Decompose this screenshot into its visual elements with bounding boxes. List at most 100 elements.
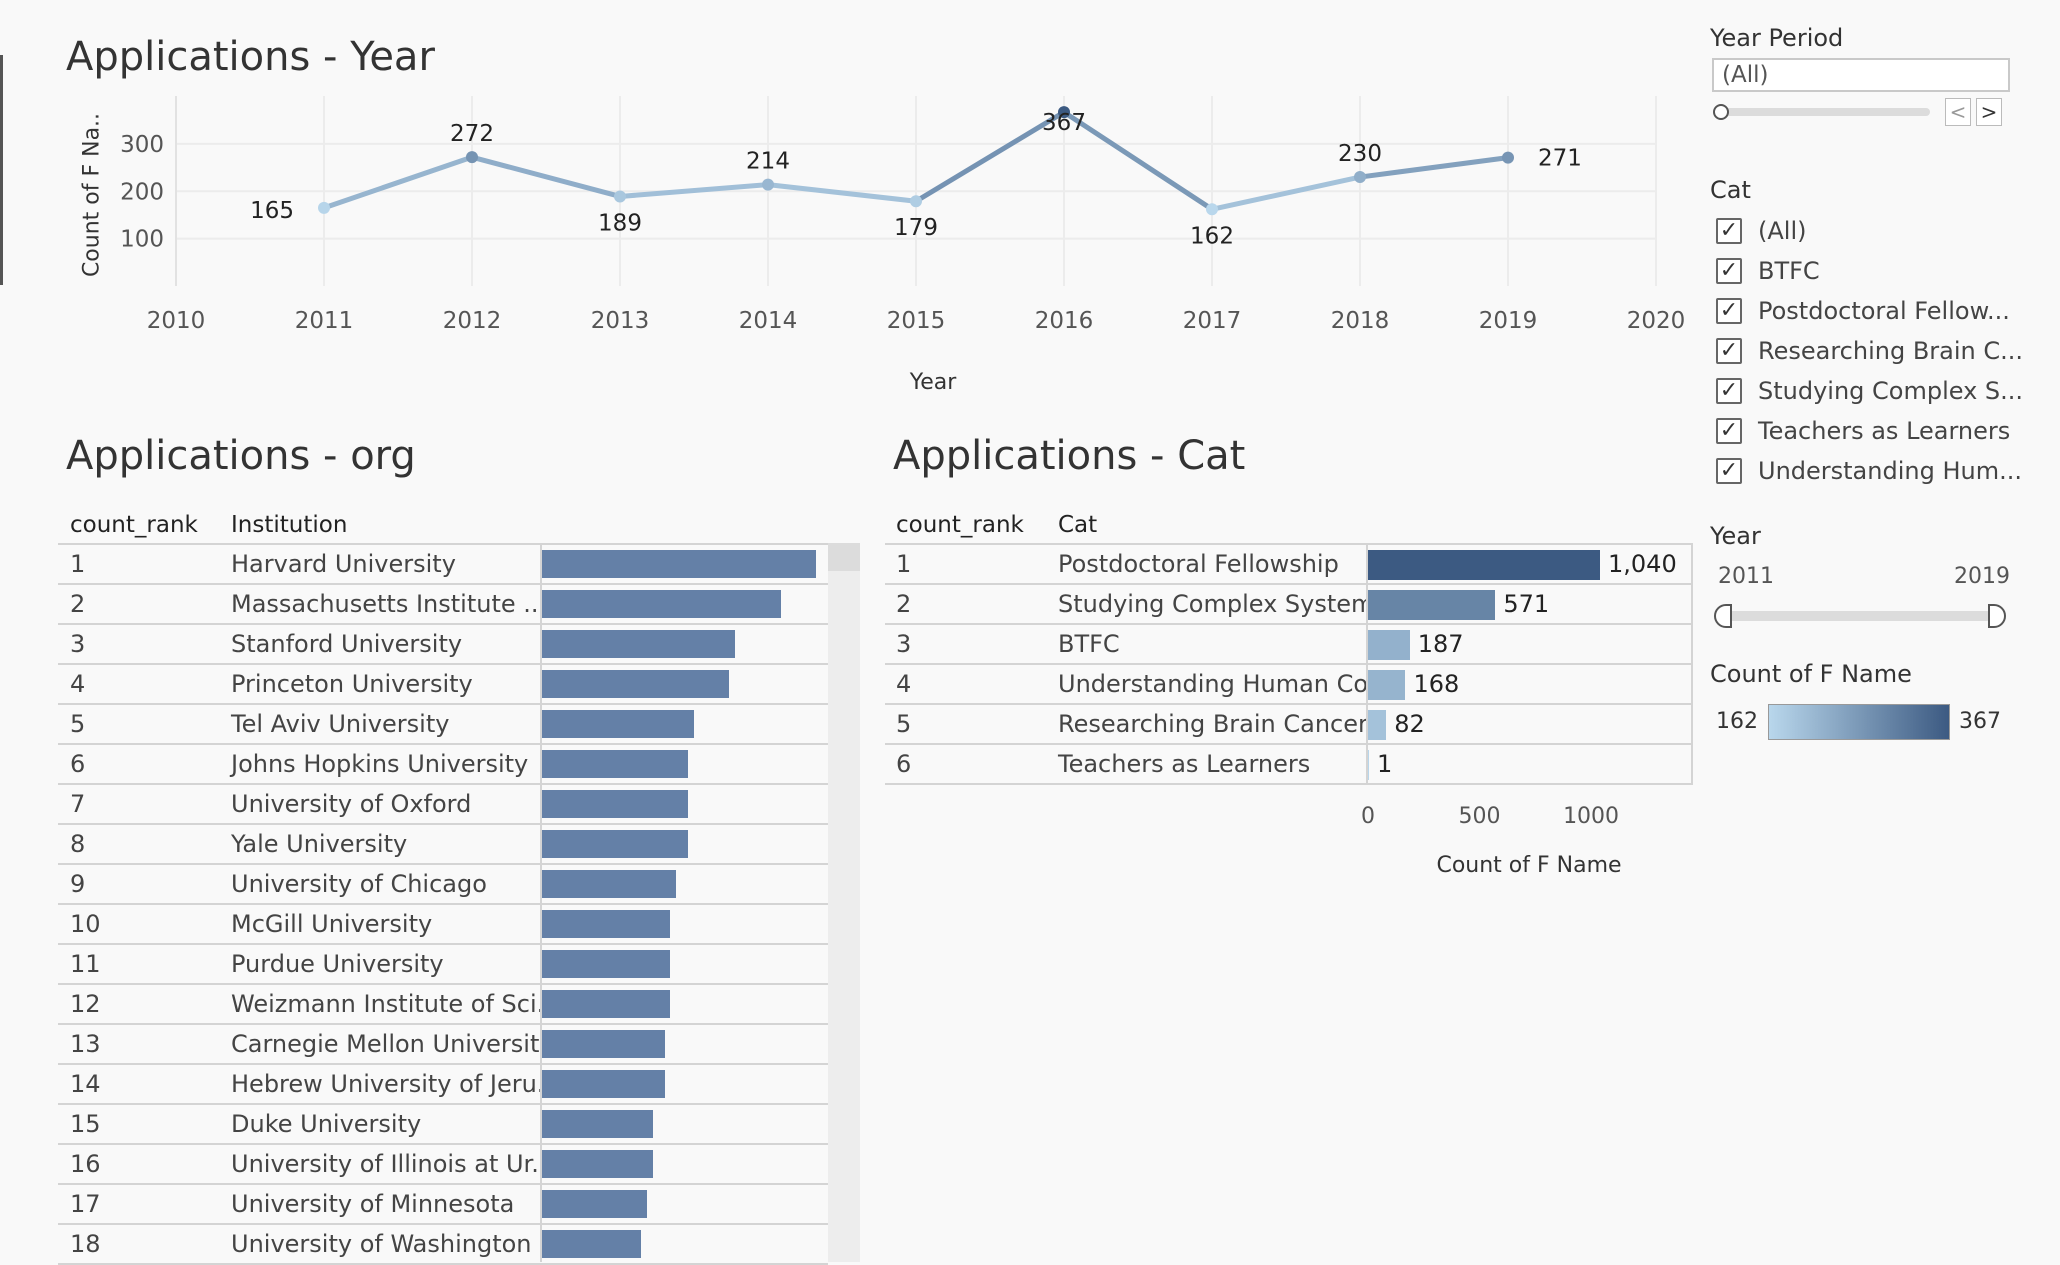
org-institution-cell: University of Oxford — [231, 790, 472, 818]
cat-rank-cell: 4 — [896, 670, 912, 698]
year-x-tick: 2010 — [147, 308, 206, 334]
org-institution-cell: Princeton University — [231, 670, 473, 698]
cat-bar[interactable] — [1368, 590, 1496, 620]
year-point — [614, 190, 626, 203]
org-institution-cell: McGill University — [231, 910, 433, 938]
org-scrollbar[interactable] — [828, 543, 860, 1262]
cat-filter-title: Cat — [1710, 176, 1751, 204]
cat-filter-item-label: Understanding Hum... — [1758, 457, 2022, 485]
org-bar[interactable] — [542, 870, 677, 898]
org-rank-cell: 8 — [70, 830, 86, 858]
cat-name-cell: Studying Complex Systems — [1058, 590, 1387, 618]
org-scrollbar-thumb[interactable] — [828, 543, 860, 571]
cat-x-tick: 1000 — [1563, 804, 1620, 829]
year-point — [762, 178, 774, 191]
org-bar[interactable] — [542, 830, 688, 858]
cat-filter-item-label: (All) — [1758, 217, 1807, 245]
count-legend-min: 162 — [1716, 709, 1758, 734]
year-point — [1058, 106, 1070, 119]
org-bar[interactable] — [542, 1030, 665, 1058]
cat-x-tick: 500 — [1458, 804, 1501, 829]
year-line-segment — [617, 182, 771, 199]
year-period-next-button[interactable]: > — [1976, 98, 2002, 126]
checkbox[interactable]: ✓ — [1716, 258, 1742, 284]
org-bar[interactable] — [542, 630, 735, 658]
cat-filter-item-label: Researching Brain C... — [1758, 337, 2024, 365]
org-institution-cell: Hebrew University of Jeru.. — [231, 1070, 553, 1098]
org-row-divider — [58, 1223, 828, 1225]
org-bar[interactable] — [542, 990, 671, 1018]
year-x-tick: 2017 — [1183, 308, 1242, 334]
org-bar[interactable] — [542, 1110, 653, 1138]
cat-bar[interactable] — [1368, 670, 1406, 700]
cat-row-divider — [885, 623, 1693, 625]
year-data-label: 179 — [894, 215, 938, 241]
org-bar[interactable] — [542, 710, 694, 738]
cat-bar[interactable] — [1368, 550, 1600, 580]
org-rank-cell: 2 — [70, 590, 86, 618]
org-institution-cell: Purdue University — [231, 950, 444, 978]
org-rank-cell: 18 — [70, 1230, 101, 1258]
year-data-label: 189 — [598, 210, 642, 236]
cat-bar[interactable] — [1368, 750, 1369, 780]
org-table-row[interactable] — [58, 1104, 828, 1144]
year-line-chart: 165 272 189 214 179 367 162 230 271 2010 2011 2012… — [120, 96, 1686, 334]
year-period-prev-button[interactable]: < — [1945, 98, 1971, 126]
checkbox[interactable]: ✓ — [1716, 338, 1742, 364]
checkbox[interactable]: ✓ — [1716, 298, 1742, 324]
checkbox[interactable]: ✓ — [1716, 378, 1742, 404]
org-row-divider — [58, 663, 828, 665]
org-row-divider — [58, 1103, 828, 1105]
org-rank-cell: 7 — [70, 790, 86, 818]
org-bar[interactable] — [542, 750, 688, 778]
cat-row-divider — [885, 583, 1693, 585]
cat-table-right-border — [1691, 544, 1693, 784]
cat-name-cell: Researching Brain Cancer — [1058, 710, 1368, 738]
checkbox[interactable]: ✓ — [1716, 218, 1742, 244]
org-row-divider — [58, 863, 828, 865]
org-table-row[interactable] — [58, 824, 828, 864]
year-range-slider-min-handle[interactable] — [1714, 604, 1732, 628]
checkbox[interactable]: ✓ — [1716, 458, 1742, 484]
org-bar[interactable] — [542, 910, 671, 938]
year-point — [466, 151, 478, 164]
org-bar[interactable] — [542, 590, 782, 618]
year-period-dropdown[interactable]: (All) — [1712, 58, 2010, 92]
cat-rank-cell: 3 — [896, 630, 912, 658]
cat-bar[interactable] — [1368, 630, 1410, 660]
cat-rank-cell: 6 — [896, 750, 912, 778]
year-range-slider-track[interactable] — [1722, 611, 1992, 621]
org-bar[interactable] — [542, 1070, 665, 1098]
cat-rank-cell: 5 — [896, 710, 912, 738]
cat-bar[interactable] — [1368, 710, 1387, 740]
org-bar[interactable] — [542, 790, 688, 818]
cat-name-cell: Understanding Human Co.. — [1058, 670, 1383, 698]
year-chart-series — [321, 109, 1511, 212]
year-range-slider-max-handle[interactable] — [1988, 604, 2006, 628]
checkbox[interactable]: ✓ — [1716, 418, 1742, 444]
org-institution-cell: Duke University — [231, 1110, 422, 1138]
cat-bar-column-divider — [1366, 544, 1368, 784]
org-bar[interactable] — [542, 950, 671, 978]
year-x-tick: 2020 — [1627, 308, 1686, 334]
org-bar[interactable] — [542, 1190, 647, 1218]
org-table-row[interactable] — [58, 904, 828, 944]
org-row-divider — [58, 743, 828, 745]
year-point — [910, 195, 922, 208]
org-rank-cell: 17 — [70, 1190, 101, 1218]
year-x-tick: 2014 — [739, 308, 798, 334]
year-x-axis-label: Year — [909, 370, 957, 395]
org-bar[interactable] — [542, 1230, 642, 1258]
cat-row-divider — [885, 663, 1693, 665]
org-chart-title: Applications - org — [66, 433, 416, 479]
org-bar[interactable] — [542, 1150, 653, 1178]
cat-table-row[interactable] — [885, 624, 1693, 664]
org-bar[interactable] — [542, 670, 729, 698]
org-row-divider — [58, 1183, 828, 1185]
year-period-slider-handle[interactable] — [1713, 104, 1729, 120]
org-bar[interactable] — [542, 550, 817, 578]
org-rank-cell: 3 — [70, 630, 86, 658]
year-period-slider-track[interactable] — [1720, 108, 1930, 116]
year-line-segment — [1209, 174, 1363, 212]
cat-x-tick: 0 — [1361, 804, 1375, 829]
